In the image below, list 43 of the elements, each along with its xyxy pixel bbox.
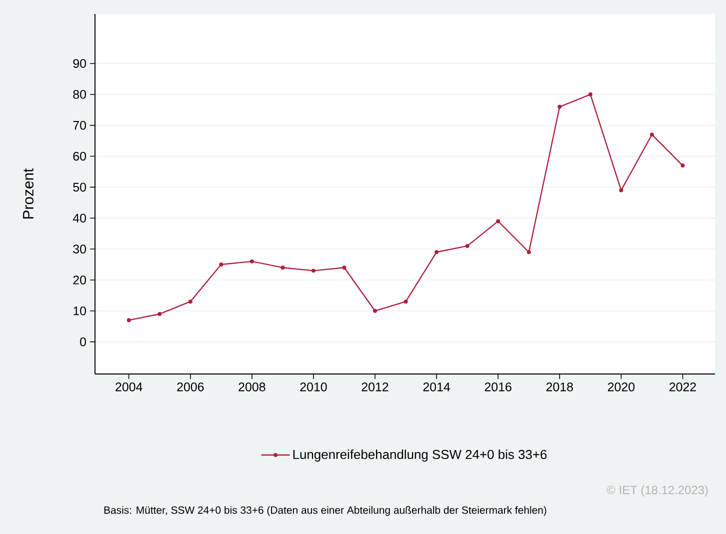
point	[219, 262, 224, 266]
point	[404, 300, 408, 304]
x-tick-label: 2014	[423, 382, 450, 392]
point	[280, 266, 285, 270]
point	[650, 132, 654, 137]
text: Basis: Mütter, SSW 24+0 bis 33+6 (Daten aus einer Abteilung außerhalb der Steiermark fehlen)	[104, 506, 546, 516]
y-tick-label: 20	[73, 276, 86, 284]
y-tick-label: 80	[73, 90, 86, 99]
x-tick-label: 2004	[116, 382, 142, 392]
y-tick-label: 90	[73, 59, 86, 68]
point	[126, 318, 131, 322]
point	[496, 219, 500, 224]
x-tick-label: 2012	[362, 382, 388, 392]
x-tick-label: 2022	[669, 382, 696, 392]
point	[434, 250, 439, 254]
point	[188, 300, 192, 304]
point	[680, 164, 685, 168]
point	[158, 312, 162, 316]
point	[311, 268, 316, 273]
y-tick-label: 40	[72, 214, 86, 223]
point	[250, 259, 254, 264]
point	[619, 188, 624, 192]
y-axis-title: Prozent	[23, 168, 34, 219]
x-tick-label: 2020	[608, 382, 635, 392]
y-tick-label: 30	[73, 244, 86, 254]
y-tick-label: 70	[73, 120, 86, 130]
point	[373, 308, 378, 313]
point	[526, 250, 531, 254]
x-tick-label: 2010	[300, 382, 327, 392]
point	[588, 92, 592, 96]
x-tick-label: 2018	[546, 382, 573, 392]
text: © IET (18.12.2023)	[606, 485, 708, 497]
legend-label: Lungenreifebehandlung SSW 24+0 bis 33+6	[293, 450, 547, 462]
y-tick-label: 60	[73, 152, 86, 161]
y-tick-label: 0	[80, 337, 86, 346]
y-tick-label: 50	[73, 182, 86, 192]
y-tick-label: 10	[74, 306, 86, 316]
x-tick-label: 2006	[177, 382, 204, 392]
x-tick-label: 2016	[484, 382, 512, 392]
point	[342, 266, 346, 270]
point	[558, 104, 562, 109]
point	[465, 244, 470, 248]
x-tick-label: 2008	[238, 382, 266, 392]
